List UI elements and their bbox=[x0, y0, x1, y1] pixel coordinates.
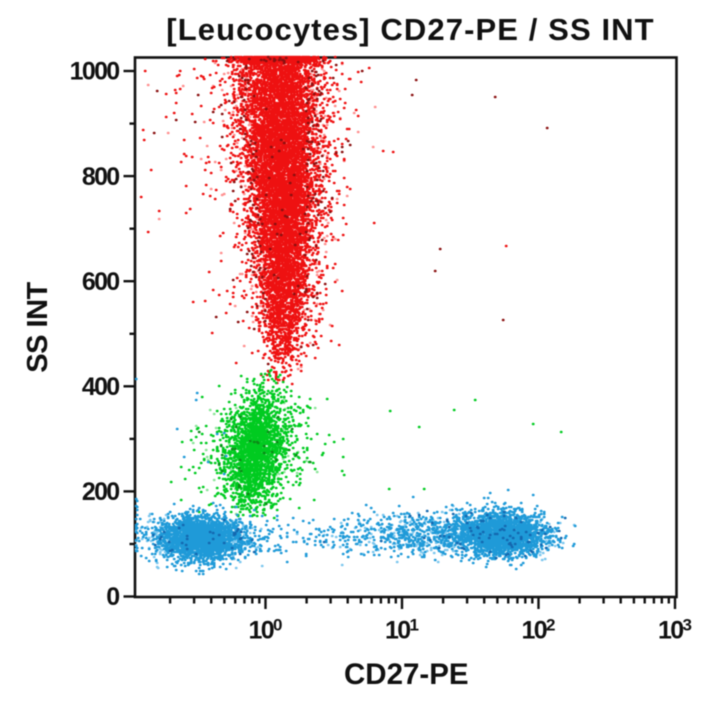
svg-text:600: 600 bbox=[82, 268, 119, 296]
svg-text:102: 102 bbox=[522, 616, 556, 645]
svg-text:200: 200 bbox=[82, 478, 119, 506]
svg-text:0: 0 bbox=[106, 583, 119, 611]
svg-text:CD27-PE: CD27-PE bbox=[344, 658, 469, 691]
svg-text:800: 800 bbox=[82, 163, 119, 191]
svg-text:1000: 1000 bbox=[70, 58, 120, 86]
svg-text:SS INT: SS INT bbox=[22, 281, 54, 372]
svg-text:400: 400 bbox=[82, 373, 119, 401]
svg-text:[Leucocytes] CD27-PE / SS INT: [Leucocytes] CD27-PE / SS INT bbox=[166, 12, 654, 47]
